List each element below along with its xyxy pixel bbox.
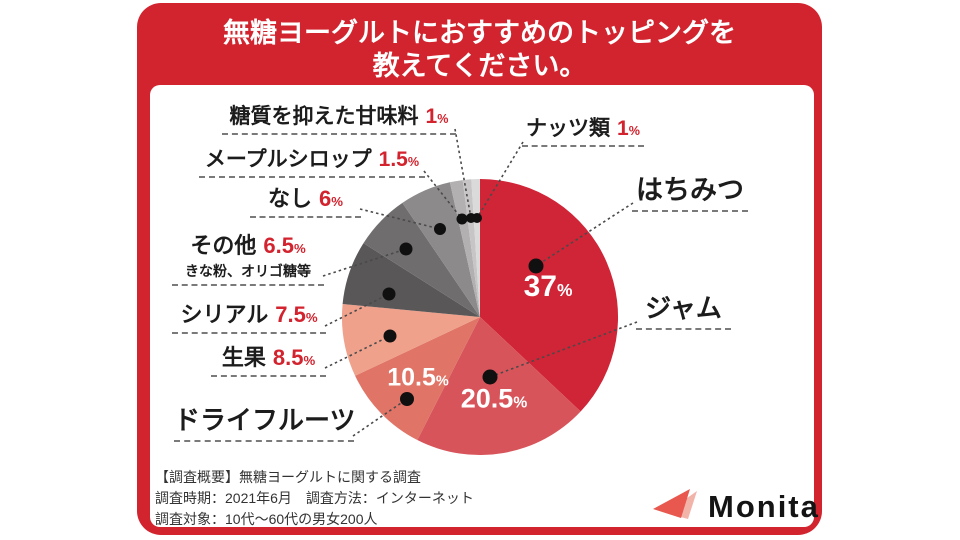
leader-line-fresh-fruit	[324, 335, 391, 369]
label-subtext: きな粉、オリゴ糖等	[185, 263, 311, 279]
pie-slice-maple-syrup	[449, 180, 480, 317]
survey-title-line2: 教えてください。	[372, 50, 587, 81]
label-text: その他	[190, 233, 257, 258]
pie-slice-cereal	[342, 243, 480, 317]
survey-title-line1: 無糖ヨーグルトにおすすめのトッピングを	[223, 18, 736, 48]
survey-overview-line3: 調査対象：10代～60代の男女200人	[155, 511, 378, 527]
label-text: メープルシロップ	[204, 148, 372, 171]
pie-slice-none	[402, 182, 480, 317]
label-text: 生果	[221, 345, 266, 370]
label-jam: ジャム	[636, 288, 731, 330]
label-text: ドライフルーツ	[174, 405, 356, 435]
dot-honey	[528, 258, 544, 274]
label-dried-fruit: ドライフルーツ	[174, 400, 356, 442]
label-percent: 8.5%	[272, 345, 316, 370]
label-percent: 6%	[319, 186, 343, 211]
leader-line-nuts	[476, 141, 524, 219]
dot-maple-syrup	[456, 213, 468, 225]
label-percent: 6.5%	[263, 233, 306, 258]
label-percent: 1%	[617, 117, 640, 140]
label-none: なし 6%	[250, 181, 361, 218]
leader-line-jam	[489, 321, 638, 378]
leader-lines	[322, 128, 638, 437]
leader-dots	[382, 213, 544, 406]
label-low-sugar-sweetener: 糖質を抑えた甘味料 1%	[222, 100, 456, 135]
leader-line-other	[322, 248, 407, 277]
label-percent: 1%	[425, 105, 449, 128]
label-fresh-fruit: 生果 8.5%	[211, 340, 326, 377]
survey-overview-line2: 調査時期：2021年6月 調査方法：インターネット	[155, 490, 474, 506]
label-text: シリアル	[180, 302, 269, 327]
dot-fresh-fruit	[383, 329, 397, 343]
label-maple-syrup: メープルシロップ 1.5%	[199, 143, 425, 178]
dot-cereal	[382, 287, 396, 301]
label-cereal: シリアル 7.5%	[172, 297, 326, 334]
dot-none	[434, 223, 446, 235]
label-percent: 1.5%	[378, 148, 420, 171]
label-nuts: ナッツ類 1%	[522, 112, 644, 147]
dot-jam	[482, 369, 498, 385]
survey-overview-line1: 【調査概要】無糖ヨーグルトに関する調査	[155, 469, 421, 485]
pie-slice-fresh-fruit	[341, 304, 480, 376]
label-text: なし	[268, 186, 313, 211]
pie-slice-honey	[480, 178, 619, 412]
dot-other	[399, 242, 413, 256]
label-other: その他 6.5% きな粉、オリゴ糖等	[172, 228, 324, 286]
label-honey: はちみつ	[632, 168, 748, 212]
brand-name: Monita	[708, 489, 820, 524]
brand-triangle-icon	[653, 489, 697, 519]
pie-slice-low-sugar-sweetener	[462, 179, 480, 317]
leader-line-cereal	[324, 293, 390, 327]
pie-slice-dried-fruit	[355, 317, 480, 440]
survey-card: 無糖ヨーグルトにおすすめのトッピングを 教えてください。	[137, 3, 822, 535]
dot-dried-fruit	[400, 392, 414, 406]
leader-line-low-sugar-sweetener	[454, 128, 472, 219]
label-text: 糖質を抑えた甘味料	[229, 105, 419, 128]
survey-title: 無糖ヨーグルトにおすすめのトッピングを 教えてください。	[137, 17, 822, 83]
label-percent: 7.5%	[275, 302, 318, 327]
pie-slice-other	[363, 202, 480, 317]
leader-line-maple-syrup	[423, 170, 463, 220]
dot-nuts	[472, 213, 482, 223]
survey-overview: 【調査概要】無糖ヨーグルトに関する調査 調査時期：2021年6月 調査方法：イン…	[155, 467, 474, 530]
pie-slice-jam	[417, 317, 581, 456]
label-text: ジャム	[645, 293, 722, 323]
label-text: はちみつ	[636, 175, 744, 205]
brand-logo: Monita	[650, 487, 820, 527]
label-text: ナッツ類	[526, 117, 611, 140]
